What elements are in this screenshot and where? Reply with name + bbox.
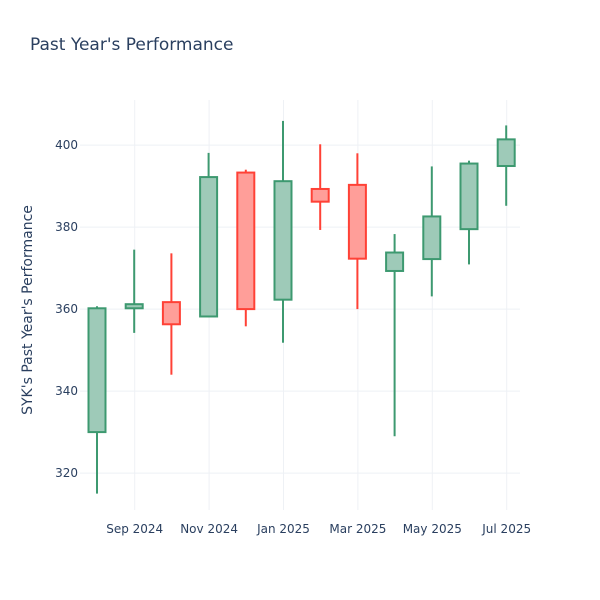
candle-increasing [199,152,219,318]
candle-increasing [422,166,442,297]
x-tick-label: Sep 2024 [106,522,163,536]
candle-body [236,171,256,311]
candle-increasing [459,160,479,265]
candle-increasing [87,306,107,494]
candle-body [87,307,107,434]
y-tick-label: 320 [55,466,78,480]
candle-decreasing [310,144,330,230]
x-tick-label: Jan 2025 [256,522,310,536]
x-tick-label: Jul 2025 [481,522,531,536]
candle-increasing [124,249,144,333]
candle-body [310,187,330,203]
y-axis-title: SYK's Past Year's Performance [20,205,36,415]
y-axis-ticks: 320 340 360 380 400 [55,138,78,480]
x-tick-label: May 2025 [403,522,462,536]
x-tick-label: Mar 2025 [329,522,386,536]
y-tick-label: 400 [55,138,78,152]
candle-body [199,176,219,318]
candle-body [273,180,293,301]
candle-body [124,303,144,310]
y-tick-label: 360 [55,302,78,316]
candle-body [347,183,367,260]
candle-increasing [496,125,516,206]
candle-increasing [273,120,293,343]
candle-body [385,251,405,272]
candle-body [161,301,181,326]
x-axis-ticks: Sep 2024 Nov 2024 Jan 2025 Mar 2025 May 2025… [106,522,531,536]
candle-decreasing [236,169,256,327]
candle-decreasing [161,253,181,375]
candle-body [496,138,516,168]
candle-decreasing [347,153,367,310]
y-tick-label: 380 [55,220,78,234]
chart-title: Past Year's Performance [30,35,234,55]
candle-body [459,162,479,231]
x-tick-label: Nov 2024 [180,522,238,536]
y-tick-label: 340 [55,384,78,398]
candle-body [422,215,442,261]
candle-layer [87,120,516,494]
candle-increasing [385,234,405,437]
